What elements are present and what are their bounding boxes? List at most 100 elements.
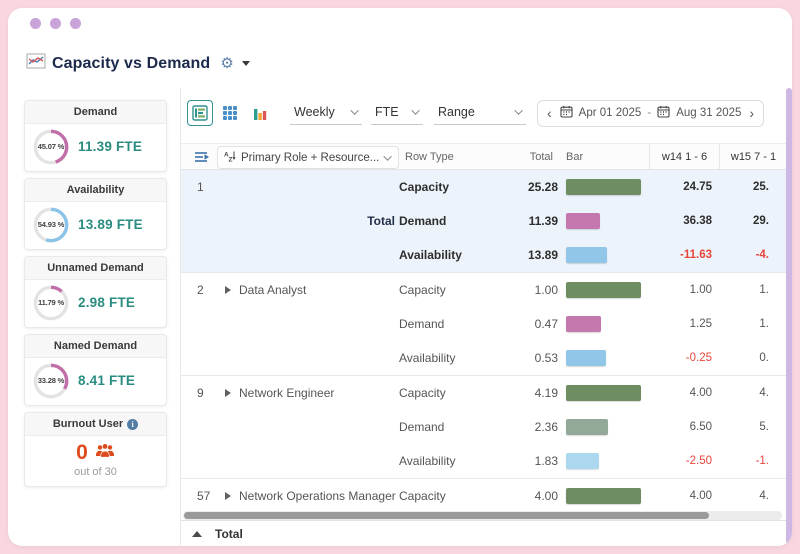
unnamed-demand-card-title: Unnamed Demand bbox=[25, 257, 166, 280]
info-icon[interactable]: i bbox=[127, 419, 138, 430]
range-start-date[interactable]: Apr 01 2025 bbox=[579, 107, 642, 119]
table-row[interactable]: Availability13.89-11.63-4. bbox=[181, 238, 786, 272]
burnout-count: 0 bbox=[76, 441, 88, 465]
column-header-week1: w14 1 - 6 bbox=[649, 144, 719, 169]
vertical-scrollbar[interactable] bbox=[786, 88, 792, 544]
column-header-total: Total bbox=[461, 144, 553, 169]
week2-value-cell: 1. bbox=[725, 307, 769, 341]
collapse-up-icon[interactable] bbox=[192, 531, 202, 537]
people-group-icon bbox=[95, 443, 115, 463]
expand-rows-icon[interactable] bbox=[193, 144, 210, 169]
capacity-demand-grid: A Z Primary Role + Resource... Row Type … bbox=[181, 143, 786, 546]
named-demand-donut-gauge: 33.28 % bbox=[32, 362, 70, 400]
next-period-button[interactable]: › bbox=[747, 106, 756, 120]
group-id: 9 bbox=[197, 376, 223, 410]
group-id: 1 bbox=[197, 170, 223, 204]
group-by-select[interactable]: A Z Primary Role + Resource... bbox=[217, 146, 399, 169]
burnout-denominator: out of 30 bbox=[74, 466, 117, 478]
row-group-network-engineer: 9Network EngineerCapacity4.194.004.Deman… bbox=[181, 375, 786, 478]
range-end-date[interactable]: Aug 31 2025 bbox=[676, 107, 741, 119]
grid-header: A Z Primary Role + Resource... Row Type … bbox=[181, 143, 786, 170]
column-header-week2: w15 7 - 1 bbox=[719, 144, 786, 169]
window-control-dot[interactable] bbox=[70, 18, 81, 29]
capacity-bar bbox=[566, 488, 641, 504]
availability-fte-value: 13.89 FTE bbox=[78, 217, 143, 232]
interval-select[interactable]: Weekly bbox=[290, 101, 362, 125]
total-value-cell: 13.89 bbox=[461, 238, 558, 272]
demand-percent: 45.07 % bbox=[32, 128, 70, 166]
burnout-user-card: Burnout User i 0 out of 30 bbox=[24, 412, 167, 487]
chevron-down-icon[interactable] bbox=[242, 61, 250, 66]
capacity-bar bbox=[566, 282, 641, 298]
total-value-cell: 1.83 bbox=[461, 444, 558, 478]
named-demand-card: Named Demand 33.28 % 8.41 FTE bbox=[24, 334, 167, 406]
capacity-bar bbox=[566, 385, 641, 401]
demand-card-title: Demand bbox=[25, 101, 166, 124]
table-row[interactable]: 57Network Operations ManagerCapacity4.00… bbox=[181, 479, 786, 511]
sort-az-icon: A Z bbox=[224, 150, 236, 165]
chevron-down-icon bbox=[383, 152, 391, 160]
grid-view-button[interactable] bbox=[217, 100, 243, 126]
bar-chart-view-button[interactable] bbox=[247, 100, 273, 126]
window-controls bbox=[30, 18, 81, 29]
range-mode-select[interactable]: Range bbox=[434, 101, 526, 125]
week1-value-cell: -11.63 bbox=[639, 238, 712, 272]
unnamed-demand-fte-value: 2.98 FTE bbox=[78, 295, 135, 310]
gear-icon[interactable]: ⚙ bbox=[220, 56, 233, 71]
week1-value-cell: 36.38 bbox=[639, 204, 712, 238]
horizontal-scrollbar-thumb[interactable] bbox=[184, 512, 709, 519]
expand-group-icon[interactable] bbox=[225, 273, 231, 307]
toolbar: Weekly FTE Range ‹ Apr 01 2025 - bbox=[187, 99, 786, 127]
table-row[interactable]: Availability1.83-2.50-1. bbox=[181, 444, 786, 478]
group-name: Network Operations Manager bbox=[239, 479, 395, 511]
total-value-cell: 0.53 bbox=[461, 341, 558, 375]
footer-total-label: Total bbox=[215, 527, 243, 541]
availability-bar bbox=[566, 453, 599, 469]
group-id: 2 bbox=[197, 273, 223, 307]
total-value-cell: 4.00 bbox=[461, 479, 558, 511]
table-row[interactable]: Demand2.366.505. bbox=[181, 410, 786, 444]
table-row[interactable]: TotalDemand11.3936.3829. bbox=[181, 204, 786, 238]
total-value-cell: 0.47 bbox=[461, 307, 558, 341]
horizontal-scrollbar[interactable] bbox=[183, 511, 782, 520]
window-control-dot[interactable] bbox=[50, 18, 61, 29]
chevron-down-icon bbox=[514, 106, 522, 114]
table-row[interactable]: Demand0.471.251. bbox=[181, 307, 786, 341]
named-demand-card-title: Named Demand bbox=[25, 335, 166, 358]
unnamed-demand-donut-gauge: 11.79 % bbox=[32, 284, 70, 322]
window-control-dot[interactable] bbox=[30, 18, 41, 29]
unit-select[interactable]: FTE bbox=[371, 101, 423, 125]
week1-value-cell: 1.25 bbox=[639, 307, 712, 341]
calendar-icon bbox=[560, 105, 573, 121]
table-row[interactable]: 1Capacity25.2824.7525. bbox=[181, 170, 786, 204]
table-row[interactable]: 2Data AnalystCapacity1.001.001. bbox=[181, 273, 786, 307]
previous-period-button[interactable]: ‹ bbox=[545, 106, 554, 120]
demand-bar bbox=[566, 419, 608, 435]
column-header-row-type: Row Type bbox=[405, 144, 454, 169]
total-value-cell: 25.28 bbox=[461, 170, 558, 204]
week1-value-cell: 4.00 bbox=[639, 479, 712, 511]
availability-donut-gauge: 54.93 % bbox=[32, 206, 70, 244]
expand-group-icon[interactable] bbox=[225, 376, 231, 410]
week2-value-cell: -1. bbox=[725, 444, 769, 478]
week1-value-cell: 24.75 bbox=[639, 170, 712, 204]
week2-value-cell: 1. bbox=[725, 273, 769, 307]
week1-value-cell: 4.00 bbox=[639, 376, 712, 410]
expand-group-icon[interactable] bbox=[225, 479, 231, 511]
week1-value-cell: 6.50 bbox=[639, 410, 712, 444]
group-id: 57 bbox=[197, 479, 223, 511]
row-group-data-analyst: 2Data AnalystCapacity1.001.001.Demand0.4… bbox=[181, 272, 786, 375]
week1-value-cell: -0.25 bbox=[639, 341, 712, 375]
week2-value-cell: 4. bbox=[725, 376, 769, 410]
demand-card: Demand 45.07 % 11.39 FTE bbox=[24, 100, 167, 172]
table-row[interactable]: 9Network EngineerCapacity4.194.004. bbox=[181, 376, 786, 410]
burnout-card-title: Burnout User bbox=[53, 418, 123, 430]
main-panel: Weekly FTE Range ‹ Apr 01 2025 - bbox=[180, 88, 786, 546]
date-range-picker: ‹ Apr 01 2025 - Au bbox=[537, 100, 764, 127]
week2-value-cell: 4. bbox=[725, 479, 769, 511]
chevron-down-icon bbox=[350, 106, 358, 114]
list-bar-view-button[interactable] bbox=[187, 100, 213, 126]
week2-value-cell: 25. bbox=[725, 170, 769, 204]
group-name: Network Engineer bbox=[239, 376, 395, 410]
table-row[interactable]: Availability0.53-0.250. bbox=[181, 341, 786, 375]
